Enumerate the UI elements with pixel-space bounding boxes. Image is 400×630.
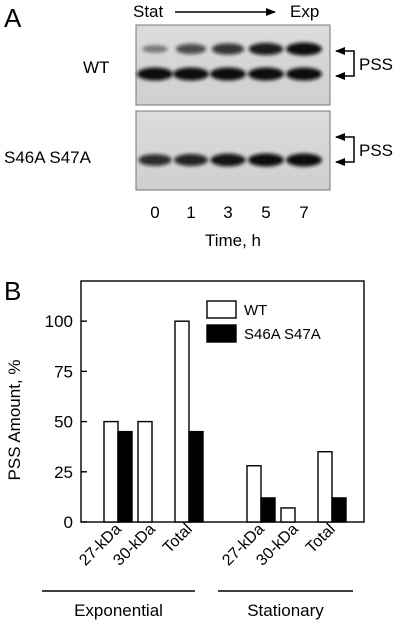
direction-end-label: Exp <box>290 2 319 21</box>
bar-wt <box>246 465 262 523</box>
bar-mutant <box>188 430 204 523</box>
blot-wt-bracket <box>349 50 355 77</box>
category-label: Total <box>303 521 339 557</box>
time-point-label: 0 <box>150 203 159 222</box>
panel-a: A Stat Exp WT PSS S46A S47A <box>4 2 393 250</box>
time-point-label: 5 <box>261 203 270 222</box>
bar-wt <box>280 507 296 523</box>
blot-wt: WT PSS <box>83 24 393 106</box>
blot-wt-membrane <box>135 24 331 106</box>
time-point-labels: 0 1 3 5 7 <box>150 203 308 222</box>
blot-mutant-lower-band <box>248 153 284 167</box>
blot-mutant-lower-band <box>138 154 172 166</box>
legend: WT S46A S47A <box>206 300 321 343</box>
blot-wt-lane-label: WT <box>83 58 109 77</box>
blot-mutant-band-label: PSS <box>359 141 393 160</box>
bar-wt <box>174 320 190 523</box>
blot-wt-annotation: PSS <box>335 47 393 80</box>
group-label: Exponential <box>74 601 163 620</box>
blot-mutant-bracket <box>349 136 355 163</box>
bar-wt <box>317 451 333 523</box>
y-tick-label: 0 <box>64 513 73 532</box>
time-axis-title: Time, h <box>205 231 261 250</box>
y-tick-label: 50 <box>54 413 73 432</box>
category-label: Total <box>160 521 196 557</box>
blot-mutant-bands <box>138 153 322 167</box>
blot-mutant-lower-band <box>210 153 246 167</box>
blot-mutant-annotation: PSS <box>335 133 393 166</box>
time-point-label: 7 <box>299 203 308 222</box>
legend-label-wt: WT <box>244 302 267 319</box>
blot-wt-bands <box>137 42 322 81</box>
blot-wt-upper-band <box>175 43 207 55</box>
direction-start-label: Stat <box>133 2 164 21</box>
y-axis-ticks: 0 25 50 75 100 <box>45 312 87 532</box>
plot-area-border <box>80 280 365 523</box>
legend-swatch-mutant <box>206 324 237 343</box>
blot-wt-upper-band <box>248 42 284 56</box>
bar-wt <box>137 420 153 523</box>
group-labels: Exponential Stationary <box>42 590 353 620</box>
bar-mutant <box>260 497 276 523</box>
time-point-label: 3 <box>223 203 232 222</box>
blot-mutant: S46A S47A PSS <box>4 110 393 191</box>
blot-wt-lower-band <box>248 67 284 81</box>
legend-swatch-wt <box>206 300 237 319</box>
blot-wt-upper-band <box>286 42 322 56</box>
y-tick-label: 75 <box>54 362 73 381</box>
y-axis-title: PSS Amount, % <box>5 360 24 481</box>
y-tick-label: 25 <box>54 463 73 482</box>
group-label: Stationary <box>247 601 324 620</box>
panel-b-letter: B <box>4 276 21 306</box>
blot-wt-lower-band <box>137 67 173 81</box>
bar-mutant <box>117 430 133 523</box>
y-tick-label: 100 <box>45 312 73 331</box>
blot-wt-upper-band <box>142 45 168 53</box>
blot-mutant-lower-band <box>286 153 322 167</box>
bars <box>103 320 347 523</box>
blot-wt-lower-band <box>210 67 246 81</box>
bar-wt <box>103 420 119 523</box>
blot-wt-upper-band <box>211 43 245 55</box>
blot-mutant-lower-band <box>174 154 208 166</box>
panel-a-letter: A <box>4 3 22 33</box>
blot-mutant-membrane <box>135 110 331 191</box>
plot-frame <box>80 280 365 523</box>
blot-wt-lower-band <box>173 67 209 81</box>
time-point-label: 1 <box>186 203 195 222</box>
blot-wt-lower-band <box>286 67 322 81</box>
blot-wt-band-label: PSS <box>359 55 393 74</box>
bar-mutant <box>331 497 347 523</box>
legend-label-mutant: S46A S47A <box>244 326 321 343</box>
blot-mutant-lane-label: S46A S47A <box>4 148 92 167</box>
